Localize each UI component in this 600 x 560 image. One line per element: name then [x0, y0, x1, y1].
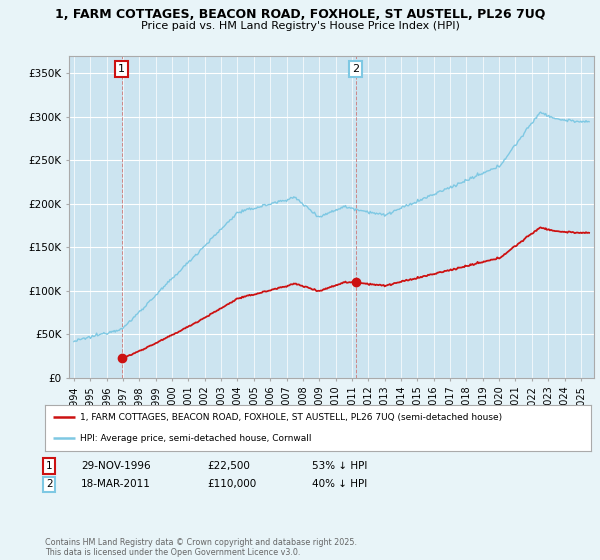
- Text: 18-MAR-2011: 18-MAR-2011: [81, 479, 151, 489]
- Text: 1: 1: [118, 64, 125, 74]
- Text: £110,000: £110,000: [207, 479, 256, 489]
- Text: HPI: Average price, semi-detached house, Cornwall: HPI: Average price, semi-detached house,…: [80, 434, 312, 443]
- Text: 1, FARM COTTAGES, BEACON ROAD, FOXHOLE, ST AUSTELL, PL26 7UQ: 1, FARM COTTAGES, BEACON ROAD, FOXHOLE, …: [55, 8, 545, 21]
- Text: 1: 1: [46, 461, 53, 471]
- Text: 53% ↓ HPI: 53% ↓ HPI: [312, 461, 367, 471]
- Text: Contains HM Land Registry data © Crown copyright and database right 2025.
This d: Contains HM Land Registry data © Crown c…: [45, 538, 357, 557]
- Text: 2: 2: [46, 479, 53, 489]
- Text: £22,500: £22,500: [207, 461, 250, 471]
- Text: 1, FARM COTTAGES, BEACON ROAD, FOXHOLE, ST AUSTELL, PL26 7UQ (semi-detached hous: 1, FARM COTTAGES, BEACON ROAD, FOXHOLE, …: [80, 413, 503, 422]
- Text: Price paid vs. HM Land Registry's House Price Index (HPI): Price paid vs. HM Land Registry's House …: [140, 21, 460, 31]
- Text: 40% ↓ HPI: 40% ↓ HPI: [312, 479, 367, 489]
- Text: 2: 2: [352, 64, 359, 74]
- Text: 29-NOV-1996: 29-NOV-1996: [81, 461, 151, 471]
